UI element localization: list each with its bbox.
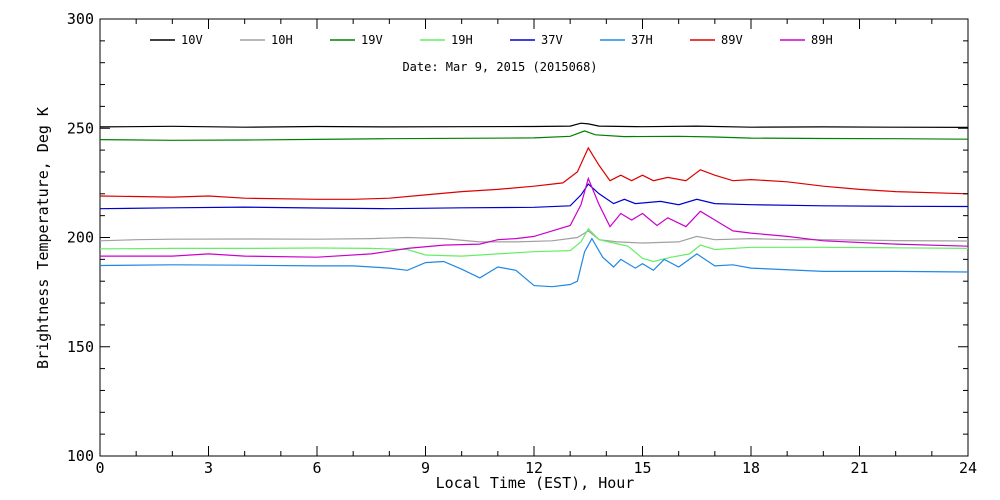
legend-label-19v: 19V (361, 33, 383, 47)
series-line-19v (99, 130, 969, 141)
ticks-layer: 0 3 6 9 12 15 18 21 24 100 150 200 250 300 (67, 10, 977, 477)
legend-label-89h: 89H (811, 33, 833, 47)
series-layer (99, 122, 969, 288)
x-tick-label: 24 (959, 459, 977, 477)
x-tick-label: 15 (633, 459, 651, 477)
x-tick-label: 18 (742, 459, 760, 477)
x-tick-label: 12 (525, 459, 543, 477)
series-line-19h (99, 227, 969, 263)
series-line-10h (99, 230, 969, 244)
y-tick-label: 150 (67, 338, 94, 356)
plot-frame (99, 18, 969, 457)
y-tick-label: 250 (67, 119, 94, 137)
y-tick-label: 300 (67, 10, 94, 28)
x-tick-label: 0 (95, 459, 104, 477)
x-tick-label: 3 (204, 459, 213, 477)
series-line-89h (100, 176, 969, 258)
series-line-37h (99, 237, 969, 288)
y-tick-label: 200 (67, 229, 94, 247)
x-tick-label: 9 (421, 459, 430, 477)
legend: 10V 10H 19V 19H 37V 37H 89V 89H (150, 33, 833, 47)
y-tick-label: 100 (67, 447, 94, 465)
legend-label-37v: 37V (541, 33, 563, 47)
x-tick-label: 6 (312, 459, 321, 477)
x-tick-label: 21 (850, 459, 868, 477)
x-axis-label: Local Time (EST), Hour (436, 474, 635, 492)
series-line-10v (99, 122, 969, 128)
y-axis-label: Brightness Temperature, Deg K (34, 107, 52, 369)
legend-label-89v: 89V (721, 33, 743, 47)
series-line-37v (99, 183, 969, 210)
legend-label-10v: 10V (181, 33, 203, 47)
series-line-89v (99, 146, 969, 200)
legend-label-37h: 37H (631, 33, 653, 47)
legend-label-19h: 19H (451, 33, 473, 47)
chart-subtitle: Date: Mar 9, 2015 (2015068) (402, 60, 597, 74)
legend-label-10h: 10H (271, 33, 293, 47)
